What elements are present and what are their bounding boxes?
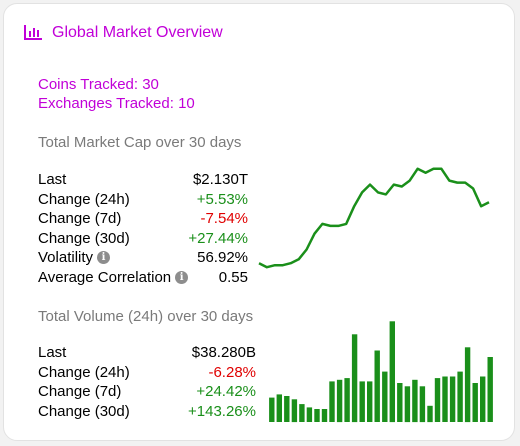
- market-cap-metric-row: Change (24h) +5.53%: [38, 190, 248, 210]
- market-cap-metric-label-text: Average Correlation: [38, 268, 172, 286]
- volume-bar: [434, 378, 441, 422]
- market-cap-metric-label: Change (30d): [38, 229, 130, 249]
- market-cap-metric-label-text: Last: [38, 171, 67, 188]
- volume-bar: [276, 394, 282, 422]
- volume-metric-label-text: Change (7d): [38, 383, 122, 400]
- market-cap-line-chart: [258, 167, 490, 269]
- market-cap-metric-label-text: Change (30d): [38, 229, 130, 247]
- volume-bar: [306, 407, 313, 422]
- volume-bar: [351, 334, 358, 423]
- volume-metric-value: $38.280B: [191, 344, 256, 361]
- volume-bar: [487, 357, 493, 422]
- volume-metric-value: +24.42%: [196, 383, 256, 400]
- volume-bar: [419, 386, 426, 423]
- market-cap-metric-row: Last $2.130T: [38, 170, 248, 190]
- volume-metric-row: Change (7d) +24.42%: [38, 382, 256, 402]
- volume-title: Total Volume (24h) over 30 days: [38, 308, 254, 325]
- card-header: Global Market Overview: [22, 22, 223, 44]
- market-cap-metric-value: +27.44%: [188, 229, 248, 247]
- market-cap-metric-label: Change (7d): [38, 209, 121, 229]
- market-cap-metric-label: Average Correlation i: [38, 268, 189, 288]
- volume-bar: [464, 347, 471, 423]
- volume-bar: [404, 386, 411, 423]
- volume-bar: [427, 405, 433, 423]
- card-title: Global Market Overview: [52, 24, 223, 41]
- volume-bar: [442, 376, 448, 422]
- market-cap-title: Total Market Cap over 30 days: [38, 134, 242, 151]
- volume-bar: [367, 381, 373, 422]
- exchanges-tracked: Exchanges Tracked: 10: [38, 95, 195, 112]
- market-cap-metric-row: Average Correlation i 0.55: [38, 268, 248, 288]
- volume-metrics: Last $38.280B Change (24h) -6.28% Change (7d…: [38, 343, 256, 421]
- volume-bar: [389, 321, 395, 423]
- market-cap-metric-row: Change (7d) -7.54%: [38, 209, 248, 229]
- volume-metric-label: Last: [38, 343, 66, 363]
- volume-metric-label-text: Change (24h): [38, 363, 130, 381]
- coins-tracked: Coins Tracked: 30: [38, 76, 159, 93]
- market-cap-metric-label-text: Volatility: [38, 249, 94, 266]
- volume-bar-chart: [269, 321, 493, 423]
- market-cap-metric-value: -7.54%: [200, 210, 248, 227]
- market-cap-metric-value: +5.53%: [196, 190, 248, 208]
- market-cap-metric-value: 56.92%: [197, 249, 248, 266]
- volume-metric-label-text: Change (30d): [38, 402, 130, 420]
- market-cap-metric-label: Last: [38, 170, 66, 190]
- volume-bar: [480, 376, 486, 422]
- volume-bar: [359, 381, 365, 422]
- volume-metric-row: Change (24h) -6.28%: [38, 363, 256, 383]
- market-cap-metric-label-text: Change (7d): [38, 210, 122, 227]
- volume-bar: [344, 378, 350, 422]
- info-icon[interactable]: i: [97, 251, 111, 265]
- volume-bar: [321, 409, 328, 422]
- tracking-stats: Coins Tracked: 30 Exchanges Tracked: 10: [38, 75, 195, 113]
- market-cap-metric-value: 0.55: [218, 268, 248, 286]
- volume-bar: [397, 383, 403, 422]
- volume-metric-row: Change (30d) +143.26%: [38, 402, 256, 422]
- volume-bar: [329, 381, 335, 422]
- market-cap-metrics: Last $2.130T Change (24h) +5.53% Change (7d)…: [38, 170, 248, 287]
- volume-bar: [284, 396, 290, 422]
- volume-bar: [314, 409, 320, 422]
- volume-bar: [412, 379, 418, 423]
- volume-bar: [269, 397, 275, 422]
- volume-metric-label: Change (30d): [38, 402, 130, 422]
- volume-bar: [457, 371, 463, 422]
- market-overview-card: Global Market Overview Coins Tracked: 30…: [3, 3, 515, 441]
- volume-bar: [472, 383, 478, 422]
- market-cap-metric-label: Volatility i: [38, 248, 111, 268]
- volume-metric-row: Last $38.280B: [38, 343, 256, 363]
- market-cap-metric-value: $2.130T: [192, 171, 248, 188]
- bar-chart-icon: [24, 25, 42, 40]
- volume-bar: [291, 399, 298, 423]
- info-icon[interactable]: i: [175, 270, 189, 284]
- volume-bar: [449, 376, 456, 422]
- volume-bar: [336, 379, 343, 423]
- volume-bar: [299, 404, 305, 422]
- market-cap-metric-row: Change (30d) +27.44%: [38, 229, 248, 249]
- volume-metric-value: +143.26%: [188, 402, 256, 420]
- volume-bar: [374, 350, 380, 422]
- volume-bar: [382, 371, 388, 422]
- market-cap-metric-label: Change (24h): [38, 190, 130, 210]
- market-cap-metric-label-text: Change (24h): [38, 190, 130, 208]
- market-cap-series-line: [258, 167, 490, 269]
- volume-metric-label-text: Last: [38, 344, 67, 361]
- volume-metric-label: Change (24h): [38, 363, 130, 383]
- market-cap-metric-row: Volatility i 56.92%: [38, 248, 248, 268]
- volume-metric-value: -6.28%: [208, 363, 256, 381]
- volume-metric-label: Change (7d): [38, 382, 121, 402]
